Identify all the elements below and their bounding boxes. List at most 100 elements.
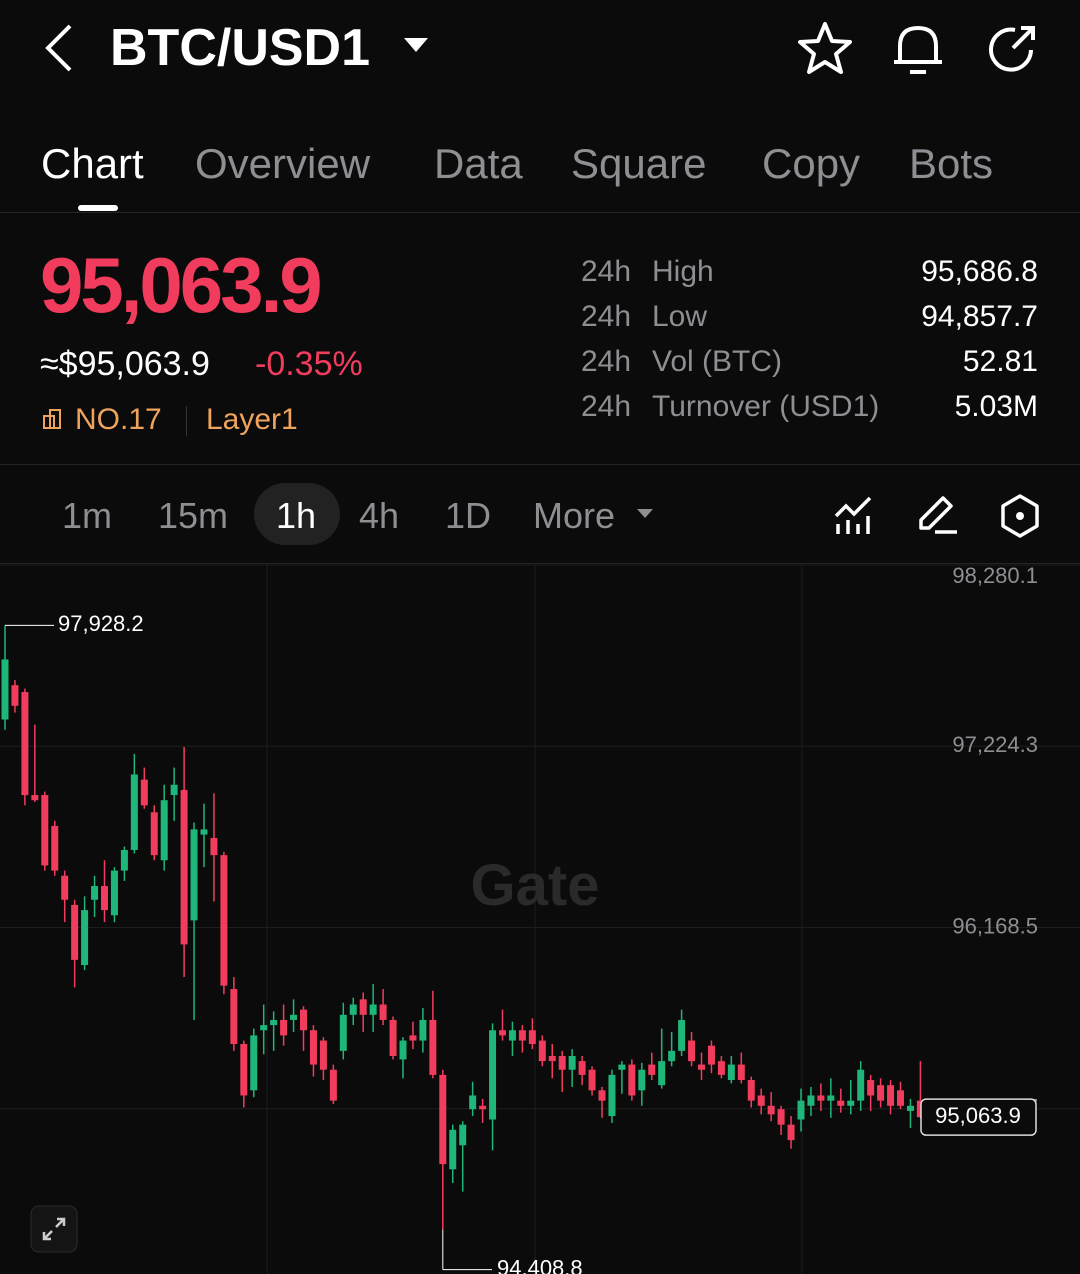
tab-indicator <box>78 205 118 211</box>
settings-icon[interactable] <box>997 492 1043 540</box>
interval[interactable]: More <box>533 495 616 536</box>
candle-body <box>260 1025 268 1031</box>
low-marker-label: 94,408.8 <box>497 1255 583 1274</box>
last-price: 95,063.9 <box>40 241 323 329</box>
draw-icon[interactable] <box>915 494 959 538</box>
stat-label: Vol (BTC) <box>652 345 783 378</box>
candle-body <box>240 1043 248 1096</box>
candle-body <box>300 1009 307 1031</box>
candle-body <box>180 789 188 945</box>
candle-body <box>21 692 29 796</box>
back-icon[interactable] <box>40 22 80 74</box>
candle-body <box>837 1100 845 1106</box>
interval[interactable]: 1m <box>62 495 113 536</box>
rank[interactable]: NO.17 <box>75 403 162 436</box>
tab[interactable]: Overview <box>195 140 371 187</box>
share-icon[interactable] <box>985 20 1041 76</box>
candle-body <box>439 1074 447 1165</box>
divider <box>0 563 1080 564</box>
candle-body <box>518 1030 526 1041</box>
expand-button[interactable] <box>30 1205 78 1253</box>
candle-body <box>817 1095 825 1101</box>
candle-body <box>678 1019 686 1051</box>
candle-body <box>399 1040 407 1060</box>
candle-body <box>91 886 99 900</box>
interval[interactable]: 1D <box>445 495 492 536</box>
pair-title[interactable]: BTC/USD1 <box>110 19 371 77</box>
tab[interactable]: Copy <box>762 140 861 187</box>
candle-body <box>847 1100 855 1106</box>
candle-body <box>857 1069 865 1101</box>
watermark: Gate <box>471 853 600 918</box>
candle-body <box>101 886 108 911</box>
candle-body <box>538 1040 546 1062</box>
candle-body <box>160 800 168 861</box>
y-tick-label: 98,280.1 <box>952 563 1038 588</box>
candle-body <box>887 1085 895 1106</box>
stat-period: 24h <box>581 255 632 288</box>
indicator-icon[interactable] <box>832 494 876 538</box>
candle-body <box>230 989 238 1044</box>
candle-body <box>499 1030 506 1036</box>
interval[interactable]: 15m <box>158 495 229 536</box>
candle-body <box>270 1019 278 1026</box>
candle-body <box>41 795 49 866</box>
candle-body <box>329 1069 337 1101</box>
candle-body <box>658 1061 666 1086</box>
candle-body <box>110 870 118 916</box>
candle-body <box>638 1069 646 1091</box>
candle-body <box>469 1095 477 1110</box>
tab[interactable]: Data <box>434 140 523 187</box>
dropdown-icon[interactable] <box>402 36 430 56</box>
candle-body <box>568 1055 576 1070</box>
candle-body <box>71 904 79 960</box>
tab[interactable]: Chart <box>41 140 144 187</box>
candle-body <box>250 1035 258 1091</box>
candle-body <box>280 1019 288 1036</box>
candle-body <box>767 1105 775 1115</box>
candle-body <box>807 1095 815 1106</box>
candle-body <box>797 1100 805 1120</box>
candle-body <box>61 875 69 900</box>
candle-body <box>877 1085 885 1101</box>
divider <box>0 464 1080 465</box>
candle-body <box>777 1109 785 1125</box>
stat-period: 24h <box>581 345 632 378</box>
candle-body <box>319 1040 327 1070</box>
candle-body <box>210 837 218 856</box>
candle-body <box>737 1064 745 1081</box>
candle-body <box>81 910 89 966</box>
divider <box>0 212 1080 213</box>
candle-body <box>419 1019 427 1041</box>
candle-body <box>11 685 19 706</box>
usd-price: ≈$95,063.9 <box>40 345 210 383</box>
last-price-box <box>920 1098 1037 1136</box>
price-change: -0.35% <box>255 345 363 383</box>
candle-body <box>727 1064 735 1081</box>
stat-value: 5.03M <box>954 390 1038 423</box>
candle-body <box>628 1064 636 1096</box>
candle-body <box>31 795 39 801</box>
candle-body <box>51 825 59 871</box>
candle-body <box>200 829 208 835</box>
star-icon[interactable] <box>796 20 856 76</box>
interval[interactable]: 4h <box>359 495 400 536</box>
divider <box>186 406 187 436</box>
candle-body <box>349 1004 357 1015</box>
stat-value: 52.81 <box>962 345 1038 378</box>
tab[interactable]: Square <box>571 140 707 187</box>
sector-tag[interactable]: Layer1 <box>206 403 298 436</box>
interval[interactable]: 1h <box>276 495 317 536</box>
candle-body <box>489 1030 497 1120</box>
candle-body <box>220 855 228 986</box>
candle-body <box>757 1095 765 1106</box>
y-tick-label: 97,224.3 <box>952 732 1038 757</box>
candle-body <box>618 1064 626 1070</box>
high-marker-label: 97,928.2 <box>58 611 144 636</box>
candle-body <box>339 1014 347 1051</box>
dropdown-icon[interactable] <box>636 508 654 520</box>
tab[interactable]: Bots <box>909 140 994 187</box>
stat-value: 94,857.7 <box>921 300 1038 333</box>
bell-icon[interactable] <box>890 20 946 76</box>
